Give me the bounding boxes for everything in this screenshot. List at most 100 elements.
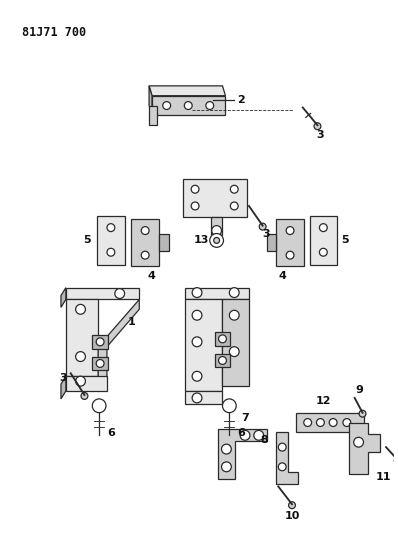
Polygon shape [66, 288, 139, 300]
Text: 4: 4 [278, 271, 286, 281]
Circle shape [354, 437, 363, 447]
Circle shape [76, 352, 86, 361]
Circle shape [329, 418, 337, 426]
Circle shape [96, 360, 104, 367]
Text: 5: 5 [84, 236, 91, 245]
Circle shape [76, 376, 86, 386]
Text: 6: 6 [237, 429, 245, 438]
Circle shape [222, 462, 231, 472]
Polygon shape [66, 376, 107, 391]
Polygon shape [185, 300, 222, 391]
Text: 8: 8 [261, 435, 269, 445]
Circle shape [320, 248, 327, 256]
Circle shape [259, 223, 266, 230]
Circle shape [141, 227, 149, 235]
Circle shape [230, 185, 238, 193]
Circle shape [163, 102, 171, 109]
Bar [97, 216, 125, 265]
Circle shape [76, 304, 86, 314]
Text: 11: 11 [375, 472, 391, 482]
Polygon shape [185, 391, 222, 404]
Bar [159, 233, 169, 251]
Circle shape [192, 288, 202, 297]
Circle shape [214, 238, 220, 244]
Circle shape [343, 418, 351, 426]
Circle shape [192, 372, 202, 381]
Text: 3: 3 [263, 229, 270, 239]
Bar [267, 233, 276, 251]
Circle shape [254, 430, 263, 440]
Text: 7: 7 [241, 413, 249, 423]
Polygon shape [149, 86, 225, 96]
Circle shape [210, 233, 223, 247]
Circle shape [192, 337, 202, 347]
Circle shape [304, 418, 312, 426]
Polygon shape [218, 430, 267, 479]
Circle shape [212, 225, 222, 236]
Circle shape [219, 357, 226, 365]
Polygon shape [149, 86, 152, 116]
Circle shape [184, 102, 192, 109]
Bar [131, 219, 159, 266]
Circle shape [92, 399, 106, 413]
Polygon shape [66, 300, 98, 376]
Circle shape [222, 444, 231, 454]
Circle shape [229, 347, 239, 357]
Polygon shape [61, 288, 66, 308]
Circle shape [320, 224, 327, 231]
Polygon shape [98, 300, 139, 386]
Text: 9: 9 [356, 385, 363, 395]
Bar [310, 216, 337, 265]
Text: 5: 5 [341, 236, 349, 245]
Bar [276, 219, 304, 266]
Text: 2: 2 [237, 95, 245, 104]
Circle shape [278, 463, 286, 471]
Polygon shape [222, 300, 249, 386]
Bar [215, 353, 230, 367]
Circle shape [107, 248, 115, 256]
Bar [183, 180, 247, 217]
Circle shape [316, 418, 324, 426]
Circle shape [81, 392, 88, 399]
Bar [92, 357, 108, 370]
Text: 10: 10 [284, 511, 300, 521]
Circle shape [222, 399, 236, 413]
Text: 12: 12 [316, 396, 331, 406]
Circle shape [96, 338, 104, 346]
Bar [92, 335, 108, 349]
Circle shape [289, 502, 295, 508]
Text: 4: 4 [147, 271, 155, 281]
Text: 3: 3 [316, 130, 324, 140]
Circle shape [191, 202, 199, 210]
Polygon shape [185, 288, 249, 300]
Bar [215, 332, 230, 346]
Circle shape [286, 227, 294, 235]
Circle shape [359, 410, 366, 417]
Text: 13: 13 [193, 236, 209, 245]
Circle shape [219, 335, 226, 343]
Circle shape [394, 457, 398, 464]
Circle shape [191, 185, 199, 193]
Polygon shape [61, 376, 66, 399]
Circle shape [278, 443, 286, 451]
Circle shape [229, 288, 239, 297]
Polygon shape [349, 423, 380, 474]
Circle shape [107, 224, 115, 231]
Polygon shape [152, 96, 225, 116]
Polygon shape [149, 106, 157, 125]
Text: 81J71 700: 81J71 700 [22, 26, 86, 39]
Circle shape [192, 393, 202, 403]
Circle shape [206, 102, 214, 109]
Circle shape [230, 202, 238, 210]
Circle shape [314, 123, 321, 130]
Circle shape [192, 310, 202, 320]
Text: 1: 1 [128, 317, 135, 327]
Bar [211, 217, 222, 235]
Text: 3: 3 [59, 373, 67, 383]
Circle shape [240, 430, 250, 440]
Text: 6: 6 [107, 429, 115, 438]
Polygon shape [276, 432, 298, 483]
Circle shape [141, 251, 149, 259]
Bar [296, 413, 365, 432]
Circle shape [115, 289, 125, 298]
